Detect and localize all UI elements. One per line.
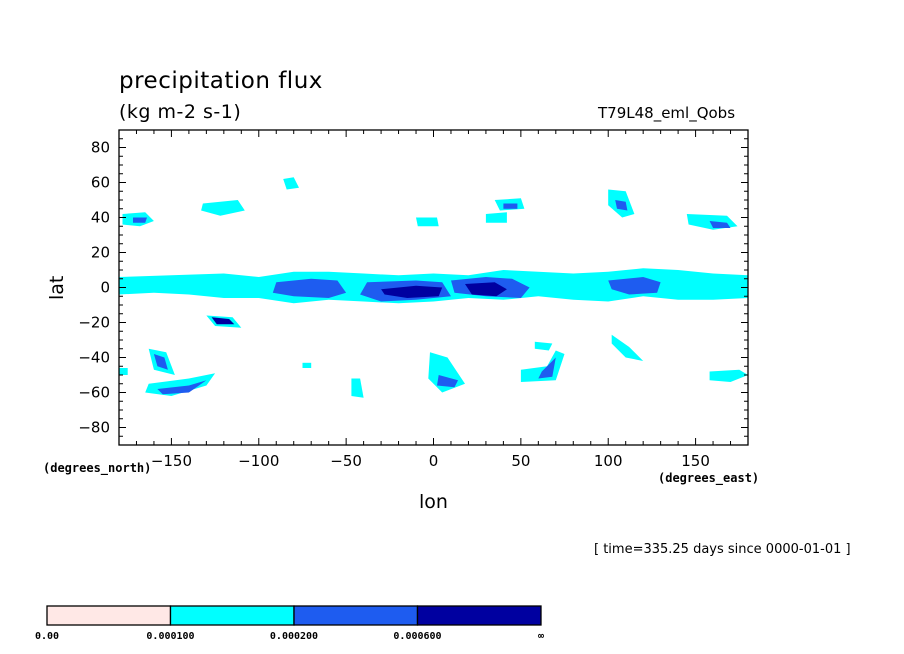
y-axis-label: lat (46, 275, 68, 300)
y-tick-label: −60 (78, 384, 110, 402)
x-tick-label: 100 (594, 452, 623, 470)
x-tick-label: 0 (429, 452, 439, 470)
precip-region-level-3 (211, 317, 235, 325)
colorbar-swatch (169, 605, 295, 626)
precip-region-level-1 (351, 378, 364, 398)
x-axis-units: (degrees_east) (658, 471, 760, 485)
precip-region-level-1 (520, 350, 565, 382)
precip-region-level-1 (283, 177, 299, 190)
x-tick-label: 150 (681, 452, 710, 470)
precip-region-level-2 (437, 375, 458, 388)
colorbar-swatch (46, 605, 172, 626)
x-tick-label: −150 (151, 452, 192, 470)
x-tick-label: 50 (511, 452, 530, 470)
y-tick-label: −20 (78, 314, 110, 332)
x-tick-label: −100 (238, 452, 279, 470)
colorbar-label: 0.000200 (270, 631, 318, 642)
precip-region-level-3 (381, 285, 443, 298)
colorbar-swatch (293, 605, 419, 626)
x-axis-label: lon (419, 491, 448, 513)
y-tick-label: 80 (91, 139, 110, 157)
run-label: T79L48_eml_Qobs (598, 104, 736, 122)
precip-region-level-1 (119, 368, 128, 375)
contour-fills (119, 177, 748, 398)
precip-region-level-2 (503, 203, 518, 209)
colorbar-label: 0.00 (35, 631, 59, 642)
colorbar: 0.00 0.000100 0.000200 0.000600 ∞ (35, 605, 544, 642)
precip-region-level-2 (608, 277, 661, 295)
y-axis-units: (degrees_north) (43, 461, 152, 475)
y-tick-label: −80 (78, 419, 110, 437)
precip-region-level-2 (615, 200, 628, 211)
precip-region-level-1 (709, 369, 748, 382)
y-tick-label: 60 (91, 174, 110, 192)
precip-region-level-1 (611, 334, 644, 361)
precip-region-level-1 (485, 212, 507, 223)
colorbar-label: ∞ (538, 631, 544, 642)
precip-region-level-2 (157, 380, 207, 395)
y-tick-label: 0 (100, 279, 110, 297)
colorbar-label: 0.000600 (393, 631, 441, 642)
y-tick-label: 40 (91, 209, 110, 227)
colorbar-swatch (416, 605, 542, 626)
precip-region-level-3 (465, 282, 507, 297)
axis-tick-labels: −150 −100 −50 0 50 100 150 80 60 40 20 0 −20 −40 −60 −8… (78, 139, 710, 471)
x-tick-label: −50 (330, 452, 362, 470)
units-label: (kg m-2 s-1) (119, 101, 242, 123)
precip-region-level-1 (302, 362, 312, 368)
y-tick-label: −40 (78, 349, 110, 367)
precip-region-level-2 (709, 221, 731, 228)
time-label: [ time=335.25 days since 0000-01-01 ] (594, 542, 851, 557)
axis-ticks (118, 129, 749, 446)
chart-title: precipitation flux (119, 68, 323, 94)
precip-region-level-1 (534, 341, 553, 351)
precip-region-level-2 (153, 354, 168, 370)
precip-region-level-1 (127, 277, 146, 284)
colorbar-label: 0.000100 (146, 631, 194, 642)
precip-region-level-1 (201, 200, 245, 216)
precip-region-level-2 (538, 357, 556, 379)
y-tick-label: 20 (91, 244, 110, 262)
precip-region-level-1 (416, 217, 439, 227)
precip-region-level-2 (272, 278, 347, 298)
precip-region-level-2 (133, 217, 147, 223)
